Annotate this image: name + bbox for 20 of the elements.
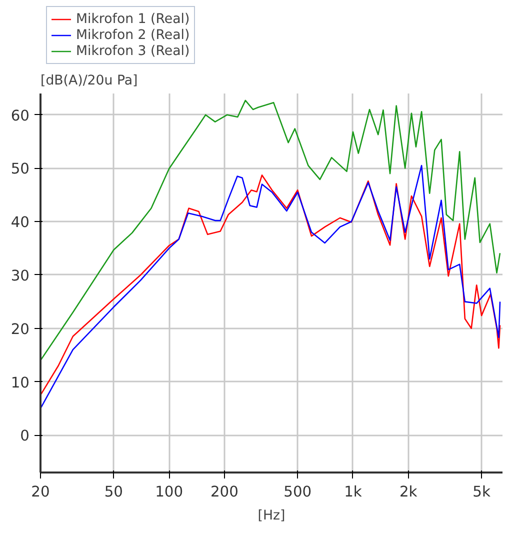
x-tick-label: 1k (344, 484, 362, 500)
x-axis-title: [Hz] (258, 508, 286, 524)
y-tick-label: 10 (10, 374, 30, 392)
x-tick-label: 100 (155, 484, 184, 500)
x-tick-label: 50 (104, 484, 124, 500)
legend-label: Mikrofon 3 (Real) (76, 43, 190, 59)
y-tick-label: 40 (10, 214, 30, 232)
legend-label: Mikrofon 1 (Real) (76, 11, 190, 27)
y-axis-title: [dB(A)/20u Pa] (40, 74, 138, 88)
x-tick-label: 5k (472, 484, 491, 500)
y-tick-label: 0 (20, 428, 30, 445)
y-tick-label: 30 (10, 267, 30, 284)
y-tick-label: 50 (10, 160, 30, 178)
legend-label: Mikrofon 2 (Real) (76, 27, 190, 43)
x-tick-label: 20 (31, 484, 50, 500)
x-tick-label: 500 (284, 484, 312, 500)
x-tick-label: 200 (210, 484, 238, 500)
y-tick-label: 60 (10, 107, 30, 124)
x-tick-label: 2k (399, 484, 418, 500)
y-tick-label: 20 (10, 320, 30, 338)
